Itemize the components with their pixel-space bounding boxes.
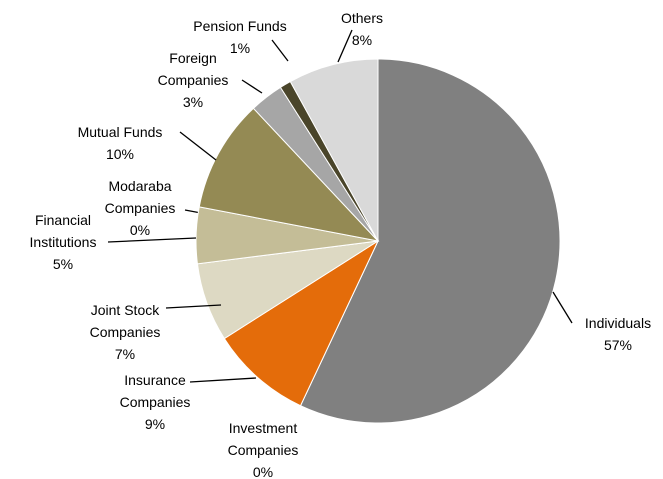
category-name: Foreign Companies: [157, 50, 229, 88]
category-name: Financial Institutions: [29, 212, 97, 250]
category-name: Individuals: [584, 315, 652, 331]
category-name: Insurance Companies: [119, 372, 191, 410]
category-name: Joint Stock Companies: [89, 302, 161, 340]
value-label: 3%: [182, 94, 204, 110]
leader-line: [337, 29, 353, 63]
value-label: 0%: [129, 222, 151, 238]
leader-line: [107, 237, 197, 243]
slice-label: Mutual Funds 10%: [60, 121, 180, 165]
value-label: 10%: [105, 146, 135, 162]
slice-label: Financial Institutions 5%: [13, 209, 113, 275]
leader-line: [552, 291, 573, 324]
value-label: 1%: [229, 40, 251, 56]
slice-label: Individuals 57%: [568, 312, 663, 356]
leader-line: [165, 304, 222, 309]
slice-label: Insurance Companies 9%: [105, 369, 205, 435]
category-name: Mutual Funds: [77, 124, 163, 140]
leader-line: [241, 79, 263, 94]
category-name: Pension Funds: [193, 18, 287, 34]
category-name: Investment Companies: [227, 420, 299, 458]
leader-line: [179, 131, 217, 161]
category-name: Others: [340, 10, 383, 26]
value-label: 0%: [252, 464, 274, 479]
slice-label: Modaraba Companies 0%: [95, 175, 185, 241]
leader-line: [271, 39, 289, 62]
slice-label: Investment Companies 0%: [208, 417, 318, 479]
slice-label: Joint Stock Companies 7%: [78, 299, 173, 365]
pie-slice: [289, 58, 379, 242]
slice-label: Others 8%: [312, 7, 412, 51]
value-label: 8%: [351, 32, 373, 48]
value-label: 9%: [144, 416, 166, 432]
value-label: 57%: [603, 337, 633, 353]
pie-slice: [223, 239, 380, 407]
value-label: 5%: [52, 256, 74, 272]
pie-slice: [299, 58, 561, 424]
slice-label: Pension Funds 1%: [175, 15, 305, 59]
leader-line: [189, 377, 257, 383]
value-label: 7%: [114, 346, 136, 362]
pie-slice: [198, 107, 380, 242]
slice-label: Foreign Companies 3%: [148, 47, 238, 113]
category-name: Modaraba Companies: [104, 178, 176, 216]
